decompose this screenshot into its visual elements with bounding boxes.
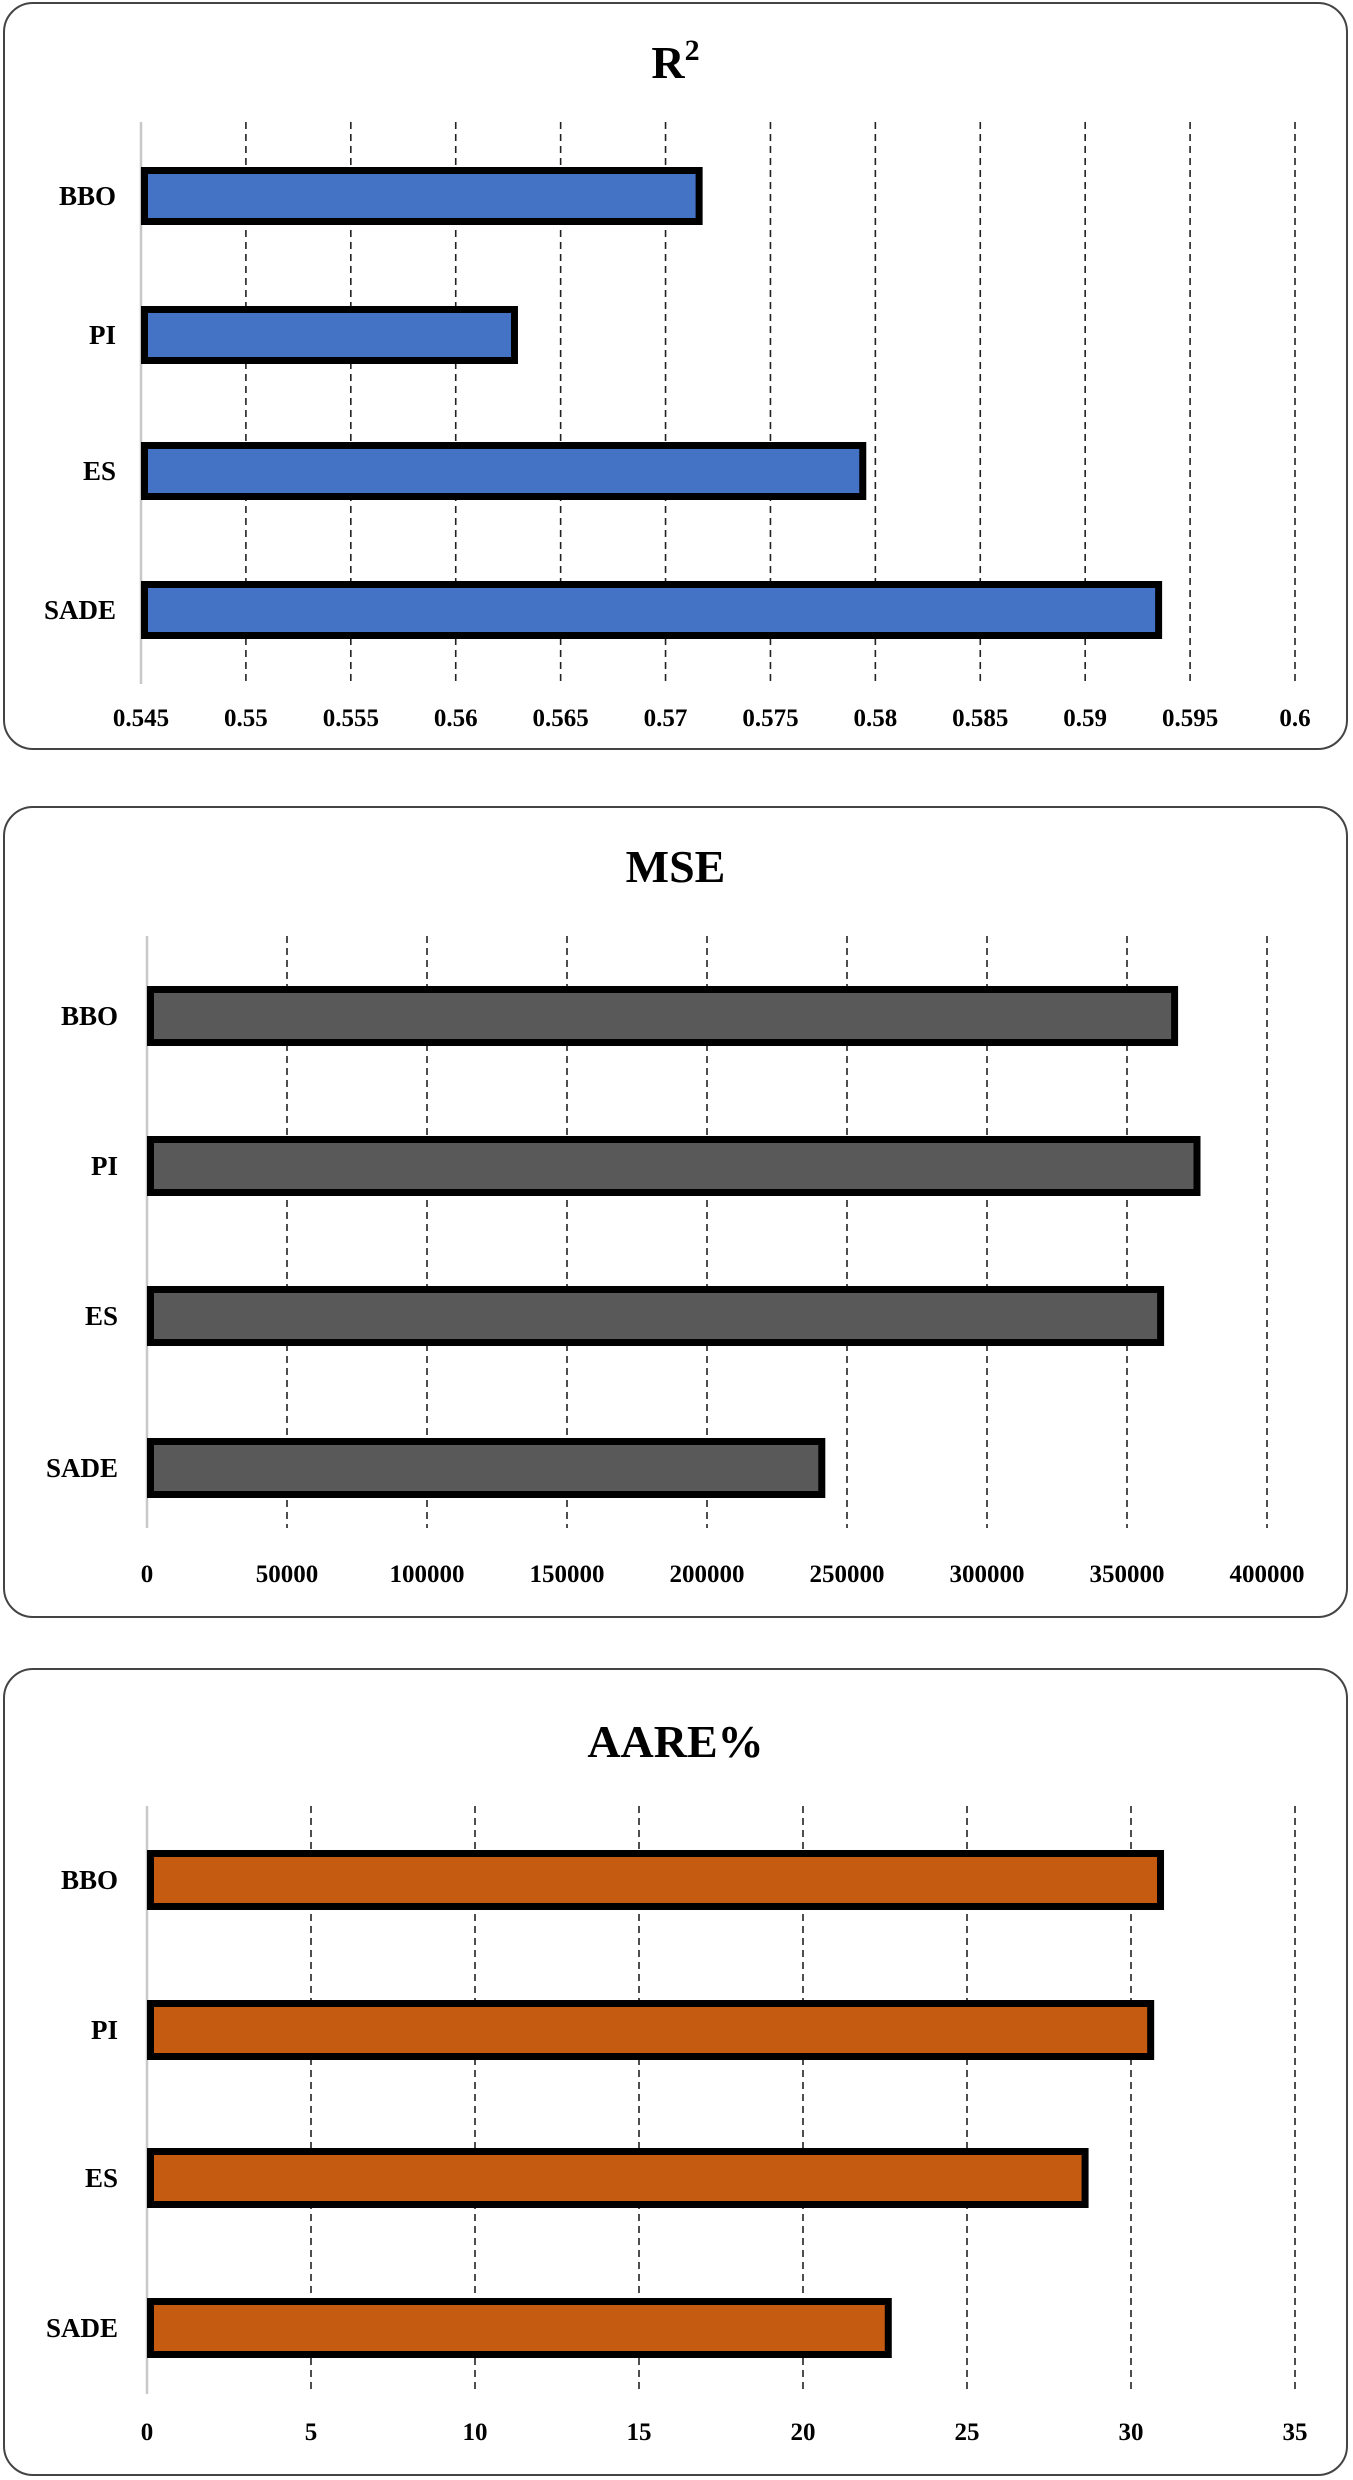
r2-tick-label: 0.595 <box>1162 705 1218 732</box>
mse-tick-label: 350000 <box>1090 1561 1165 1588</box>
r2-tick-label: 0.58 <box>853 705 897 732</box>
mse-category-label: ES <box>85 1301 118 1331</box>
r2-bar-bbo <box>141 167 703 225</box>
aare-tick-label: 15 <box>627 2419 652 2446</box>
aare-tick-label: 20 <box>791 2419 816 2446</box>
r2-chart-svg: R2 BBO PI ES SADE 0.545 0.55 0.555 0.56 0.565 0.57… <box>44 34 1311 732</box>
mse-tick-label: 400000 <box>1230 1561 1305 1588</box>
mse-category-label: BBO <box>61 1001 118 1031</box>
mse-tick-label: 250000 <box>810 1561 885 1588</box>
mse-bar-bbo <box>147 986 1179 1046</box>
mse-tick-label: 0 <box>141 1561 154 1588</box>
aare-tick-label: 5 <box>305 2419 318 2446</box>
aare-bar-bbo <box>147 1850 1165 1910</box>
r2-tick-label: 0.56 <box>434 705 478 732</box>
aare-bar-pi <box>147 2000 1155 2060</box>
r2-tick-label: 0.59 <box>1063 705 1107 732</box>
r2-category-label: SADE <box>44 595 116 625</box>
r2-tick-label: 0.565 <box>533 705 589 732</box>
aare-category-label: SADE <box>46 2313 118 2343</box>
aare-category-label: PI <box>91 2015 118 2045</box>
mse-tick-label: 150000 <box>530 1561 605 1588</box>
aare-category-label: ES <box>85 2163 118 2193</box>
mse-chart-svg: MSE BBO PI ES SADE 0 50000 100000 150000 200000 25… <box>46 841 1305 1588</box>
aare-chart-svg: AARE% BBO PI ES SADE 0 5 10 15 20 25 30 35 <box>46 1716 1308 2446</box>
aare-chart-title: AARE% <box>587 1716 763 1767</box>
aare-tick-label: 30 <box>1119 2419 1144 2446</box>
r2-tick-label: 0.585 <box>952 705 1008 732</box>
mse-tick-label: 200000 <box>670 1561 745 1588</box>
r2-tick-label: 0.6 <box>1279 705 1310 732</box>
r2-category-label: BBO <box>59 181 116 211</box>
r2-category-label: ES <box>83 456 116 486</box>
mse-category-label: PI <box>91 1151 118 1181</box>
r2-chart-title: R2 <box>651 34 699 88</box>
mse-category-label: SADE <box>46 1453 118 1483</box>
mse-bar-pi <box>147 1136 1201 1196</box>
r2-tick-label: 0.57 <box>644 705 688 732</box>
r2-bar-sade <box>141 581 1163 639</box>
mse-tick-label: 50000 <box>256 1561 319 1588</box>
r2-tick-label: 0.575 <box>742 705 798 732</box>
aare-bar-sade <box>147 2298 892 2358</box>
aare-tick-label: 0 <box>141 2419 154 2446</box>
r2-bar-pi <box>141 306 518 364</box>
mse-bar-es <box>147 1286 1165 1346</box>
mse-tick-label: 300000 <box>950 1561 1025 1588</box>
mse-tick-label: 100000 <box>390 1561 465 1588</box>
aare-bar-es <box>147 2148 1089 2208</box>
aare-chart-panel: AARE% BBO PI ES SADE 0 5 10 15 20 25 30 35 <box>3 1668 1348 2476</box>
aare-category-label: BBO <box>61 1865 118 1895</box>
mse-chart-panel: MSE BBO PI ES SADE 0 50000 100000 150000 200000 25… <box>3 806 1348 1618</box>
mse-bar-sade <box>147 1438 826 1498</box>
aare-tick-label: 10 <box>463 2419 488 2446</box>
r2-tick-label: 0.555 <box>323 705 379 732</box>
mse-chart-title: MSE <box>626 841 726 892</box>
r2-tick-label: 0.55 <box>224 705 268 732</box>
r2-tick-label: 0.545 <box>113 705 169 732</box>
aare-tick-label: 25 <box>955 2419 980 2446</box>
r2-title-superscript: 2 <box>685 34 700 67</box>
aare-tick-label: 35 <box>1283 2419 1308 2446</box>
r2-category-label: PI <box>89 320 116 350</box>
r2-bar-es <box>141 442 867 500</box>
r2-chart-panel: R2 BBO PI ES SADE 0.545 0.55 0.555 0.56 0.565 0.57… <box>3 2 1348 750</box>
